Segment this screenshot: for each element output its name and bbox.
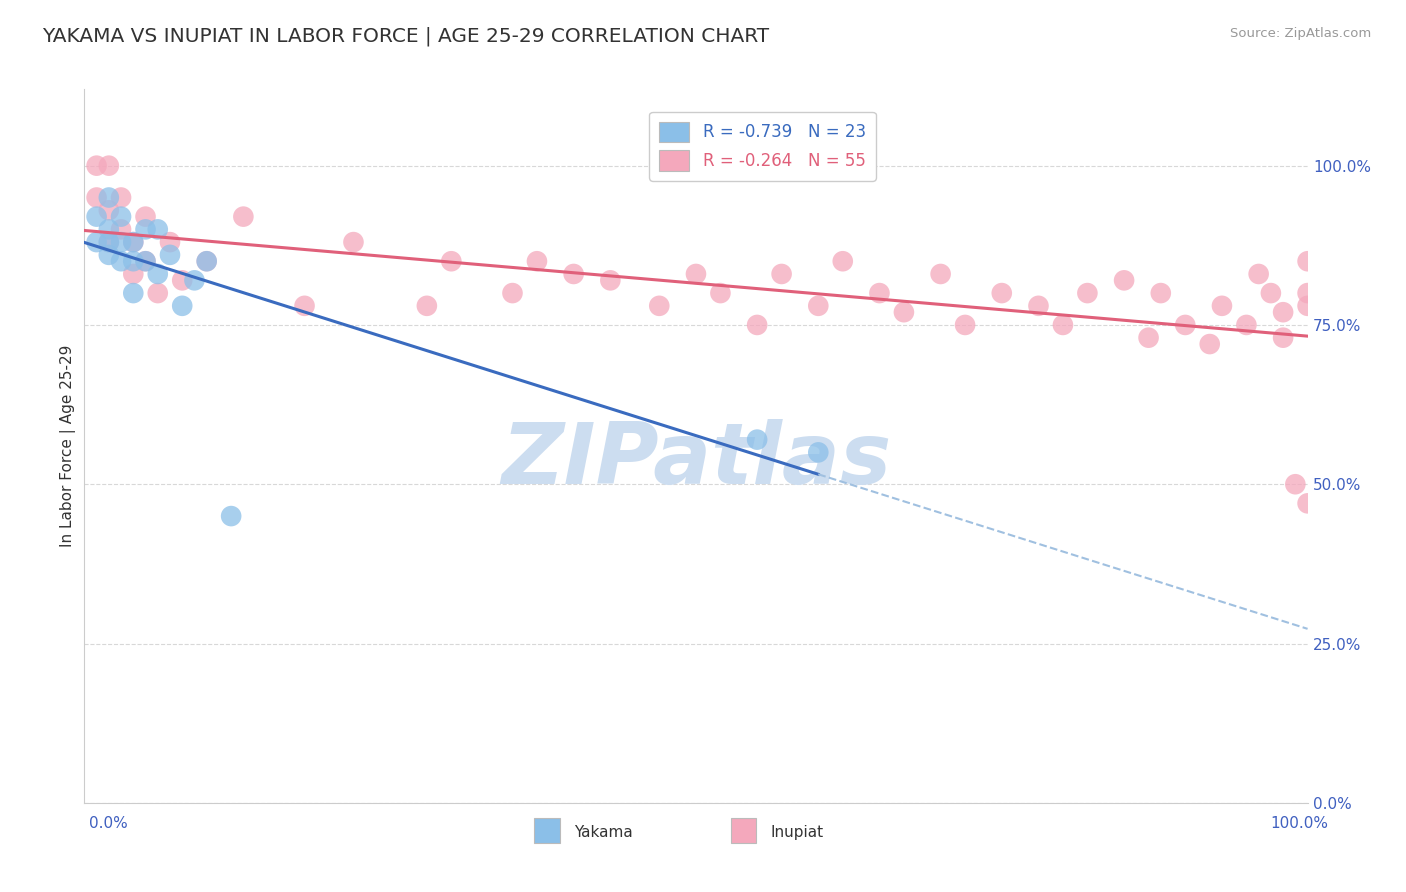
- Point: [110, 222, 132, 236]
- Text: ZIPatlas: ZIPatlas: [501, 418, 891, 502]
- Point: [1198, 337, 1220, 351]
- Point: [440, 254, 463, 268]
- Point: [97, 190, 120, 204]
- Point: [159, 235, 181, 249]
- Legend: R = -0.739   N = 23, R = -0.264   N = 55: R = -0.739 N = 23, R = -0.264 N = 55: [650, 112, 876, 181]
- Point: [110, 235, 132, 249]
- Point: [110, 210, 132, 224]
- Point: [122, 235, 145, 249]
- Point: [747, 318, 769, 332]
- Point: [110, 254, 132, 268]
- Point: [97, 222, 120, 236]
- Text: 100.0%: 100.0%: [1271, 816, 1329, 831]
- Point: [146, 222, 169, 236]
- Point: [562, 267, 585, 281]
- Point: [183, 273, 205, 287]
- Point: [97, 235, 120, 249]
- Point: [97, 203, 120, 218]
- Point: [1284, 477, 1306, 491]
- Point: [146, 286, 169, 301]
- Point: [342, 235, 364, 249]
- Point: [86, 159, 108, 173]
- Point: [1114, 273, 1136, 287]
- Point: [146, 267, 169, 281]
- Point: [86, 190, 108, 204]
- Point: [135, 222, 157, 236]
- Point: [648, 299, 671, 313]
- Point: [1211, 299, 1233, 313]
- Point: [709, 286, 731, 301]
- Point: [1076, 286, 1098, 301]
- Point: [195, 254, 218, 268]
- Point: [97, 248, 120, 262]
- Text: Inupiat: Inupiat: [770, 825, 824, 839]
- Point: [97, 235, 120, 249]
- Text: Source: ZipAtlas.com: Source: ZipAtlas.com: [1230, 27, 1371, 40]
- Text: 0.0%: 0.0%: [89, 816, 128, 831]
- Point: [929, 267, 952, 281]
- Point: [219, 509, 242, 524]
- Point: [807, 299, 830, 313]
- Point: [807, 445, 830, 459]
- Y-axis label: In Labor Force | Age 25-29: In Labor Force | Age 25-29: [60, 345, 76, 547]
- Point: [122, 254, 145, 268]
- Point: [1272, 305, 1295, 319]
- Point: [294, 299, 316, 313]
- Point: [159, 248, 181, 262]
- Point: [1236, 318, 1258, 332]
- Point: [1260, 286, 1282, 301]
- Point: [869, 286, 891, 301]
- Point: [122, 286, 145, 301]
- Point: [172, 299, 194, 313]
- Text: YAKAMA VS INUPIAT IN LABOR FORCE | AGE 25-29 CORRELATION CHART: YAKAMA VS INUPIAT IN LABOR FORCE | AGE 2…: [42, 27, 769, 46]
- Point: [86, 210, 108, 224]
- Point: [526, 254, 548, 268]
- Point: [135, 210, 157, 224]
- Point: [1028, 299, 1050, 313]
- Point: [1174, 318, 1197, 332]
- Point: [135, 254, 157, 268]
- Point: [172, 273, 194, 287]
- Point: [195, 254, 218, 268]
- Point: [1296, 286, 1319, 301]
- Point: [893, 305, 915, 319]
- Point: [831, 254, 853, 268]
- Point: [1296, 299, 1319, 313]
- Point: [599, 273, 621, 287]
- Point: [502, 286, 524, 301]
- Point: [122, 235, 145, 249]
- Point: [1272, 331, 1295, 345]
- Point: [991, 286, 1014, 301]
- Point: [1137, 331, 1160, 345]
- Point: [1247, 267, 1270, 281]
- Point: [1052, 318, 1074, 332]
- Point: [1296, 496, 1319, 510]
- Point: [122, 267, 145, 281]
- Point: [416, 299, 439, 313]
- Point: [953, 318, 976, 332]
- Point: [110, 190, 132, 204]
- Point: [1150, 286, 1173, 301]
- Point: [747, 433, 769, 447]
- Point: [770, 267, 793, 281]
- Point: [97, 159, 120, 173]
- Text: Yakama: Yakama: [574, 825, 633, 839]
- Point: [86, 235, 108, 249]
- Point: [685, 267, 707, 281]
- Point: [1296, 254, 1319, 268]
- Point: [232, 210, 254, 224]
- Point: [135, 254, 157, 268]
